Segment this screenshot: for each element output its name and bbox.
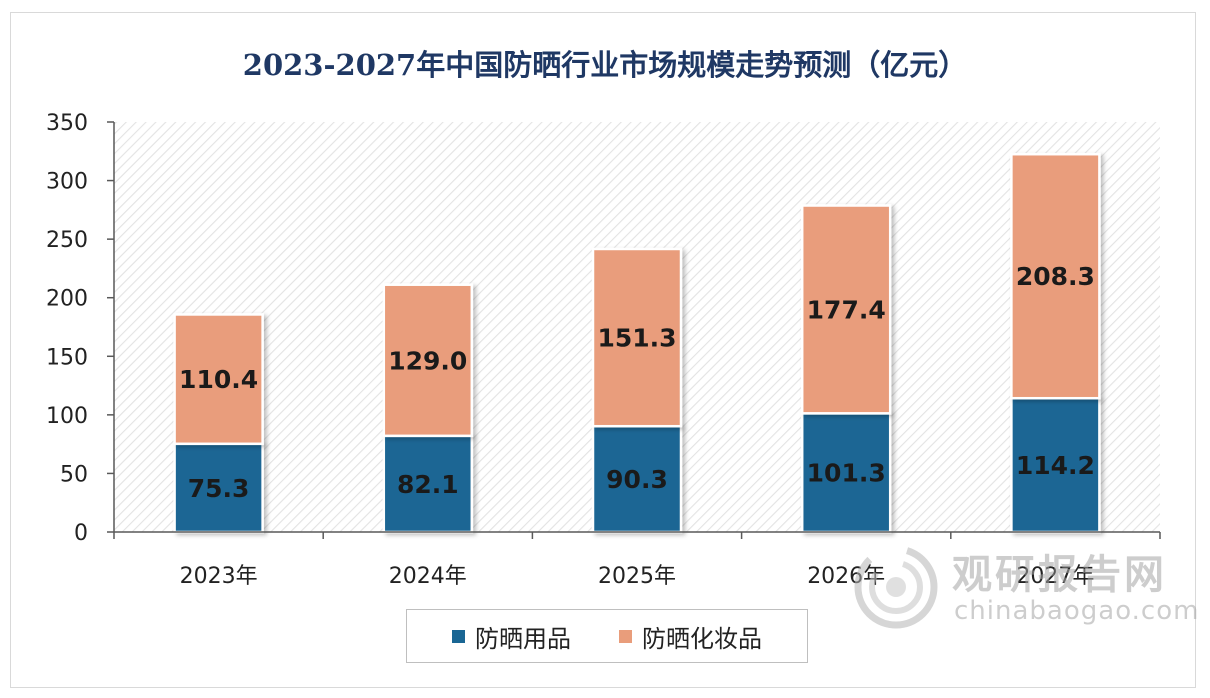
y-tick-label: 50 [60, 462, 88, 487]
bar-sunscreen-cosmetics-2023 [173, 313, 264, 446]
x-tick-label: 2025年 [598, 564, 676, 589]
y-tick-label: 150 [46, 345, 88, 370]
watermark-logo-icon [854, 545, 938, 629]
legend-swatch-sunscreen-cosmetics [619, 629, 632, 643]
data-label-sunscreen-cosmetics-2023: 110.4 [179, 365, 258, 394]
watermark: 观研报告网 chinabaogao.com [850, 540, 1200, 630]
bar-sun-protection-products-2026 [800, 412, 892, 534]
data-label-sun-protection-products-2024: 82.1 [397, 470, 459, 499]
chart-title: 2023-2027年中国防晒行业市场规模走势预测（亿元） [242, 48, 968, 82]
watermark-url-text: chinabaogao.com [954, 596, 1200, 626]
y-tick-label: 200 [46, 287, 88, 312]
y-tick-label: 0 [74, 521, 88, 546]
legend-item-sunscreen-cosmetics: 防晒化妆品 [619, 619, 762, 654]
data-label-sun-protection-products-2027: 114.2 [1016, 451, 1095, 480]
y-tick-label: 350 [46, 111, 88, 136]
legend-label-sunscreen-cosmetics: 防晒化妆品 [642, 624, 762, 653]
legend-item-sun-protection-products: 防晒用品 [452, 619, 571, 654]
data-label-sunscreen-cosmetics-2027: 208.3 [1016, 262, 1095, 291]
x-tick-label: 2023年 [180, 564, 258, 589]
data-label-sun-protection-products-2025: 90.3 [606, 465, 668, 494]
y-tick-label: 100 [46, 404, 88, 429]
y-tick-label: 250 [46, 228, 88, 253]
legend: 防晒用品 防晒化妆品 [406, 609, 808, 663]
data-label-sunscreen-cosmetics-2024: 129.0 [388, 346, 467, 375]
bar-sunscreen-cosmetics-2027 [1010, 152, 1101, 400]
data-label-sun-protection-products-2023: 75.3 [188, 474, 250, 503]
x-tick-label: 2024年 [389, 564, 467, 589]
watermark-chinese-text: 观研报告网 [952, 552, 1167, 598]
legend-label-sun-protection-products: 防晒用品 [475, 624, 571, 653]
x-tick-label: 2027年 [1016, 564, 1094, 589]
data-label-sunscreen-cosmetics-2026: 177.4 [807, 295, 886, 324]
bar-sunscreen-cosmetics-2024 [382, 283, 474, 438]
data-label-sun-protection-products-2026: 101.3 [807, 459, 886, 488]
data-label-sunscreen-cosmetics-2025: 151.3 [597, 324, 676, 353]
y-tick-label: 300 [46, 170, 88, 195]
bar-sunscreen-cosmetics-2026 [800, 204, 892, 415]
bar-sunscreen-cosmetics-2025 [591, 247, 683, 428]
legend-swatch-sun-protection-products [452, 629, 465, 643]
chart-frame [10, 12, 1196, 688]
